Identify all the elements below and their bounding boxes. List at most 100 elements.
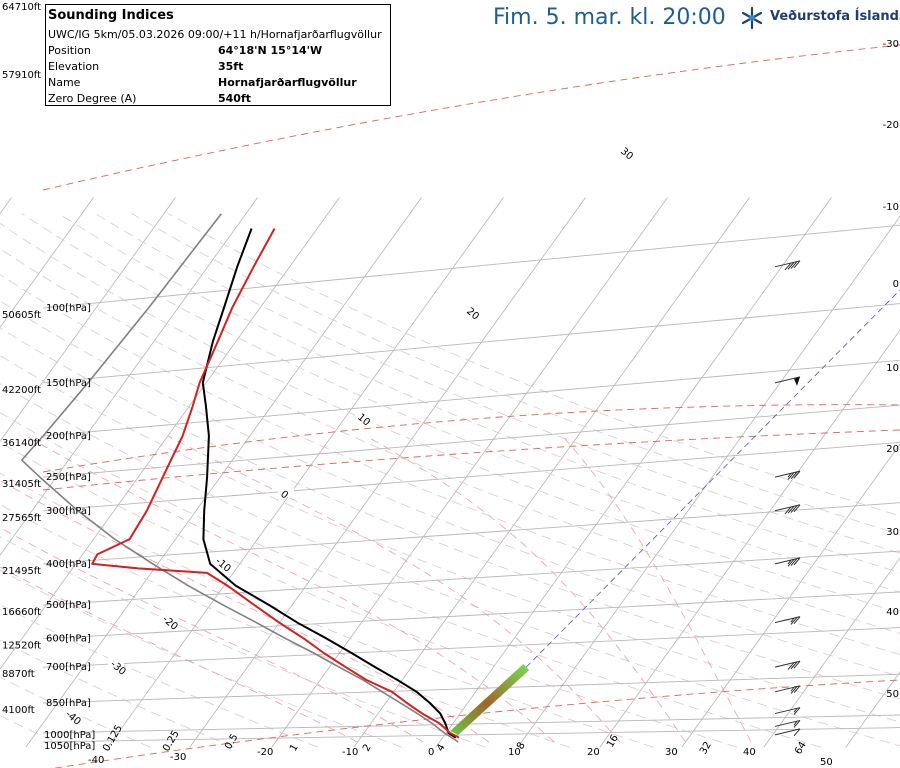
altitude-tick-label: 4100ft	[2, 705, 35, 716]
height-curve-line	[42, 404, 900, 473]
isotherm-line	[681, 443, 900, 748]
dry-adiabat-line	[0, 248, 900, 634]
grid-layer	[0, 44, 900, 768]
pressure-tick-label: 400[hPa]	[46, 559, 91, 570]
dry-adiabat-line	[21, 213, 900, 593]
wind-barb	[774, 728, 801, 737]
isotherm-line	[0, 197, 340, 670]
isotherm-tick-label: 0	[428, 747, 434, 758]
right-tick-label: 50	[886, 689, 899, 700]
right-tick-label: 0	[893, 279, 899, 290]
dry-adiabat-line	[0, 327, 900, 700]
page-title: Fim. 5. mar. kl. 20:00	[493, 5, 726, 30]
mixing-ratio-label: 1	[288, 742, 301, 753]
info-label: Position	[48, 44, 91, 57]
isotherm-tick-label: -40	[88, 755, 104, 766]
isobar-line	[42, 441, 900, 512]
dry-adiabat-line	[95, 213, 900, 554]
isotherm-line	[189, 197, 586, 748]
isotherm-tick-label: 50	[820, 757, 833, 768]
pressure-tick-label: 300[hPa]	[46, 506, 91, 517]
height-curve-line	[53, 679, 900, 768]
wind-barb	[774, 707, 801, 715]
info-row-elevation: Elevation 35ft	[48, 60, 388, 74]
info-label: Name	[48, 76, 81, 89]
dry-adiabat-line	[0, 536, 486, 748]
altitude-tick-label: 50605ft	[2, 310, 41, 321]
dry-adiabat-line	[0, 300, 900, 677]
info-label: Zero Degree (A)	[48, 92, 137, 105]
dry-adiabat-line	[0, 223, 900, 614]
wind-barb	[774, 719, 801, 728]
isotherm-tick-label: 30	[665, 747, 678, 758]
temperature-line	[91, 228, 460, 739]
right-tick-label: 30	[886, 527, 899, 538]
wind-barb	[774, 685, 801, 694]
info-value: 35ft	[218, 60, 244, 73]
dry-adiabat-line	[0, 569, 402, 748]
right-tick-label: 20	[886, 444, 899, 455]
sounding-info-box: Sounding Indices UWC/IG 5km/05.03.2026 0…	[45, 4, 391, 106]
dry-adiabat-line	[0, 639, 235, 748]
altitude-tick-label: 21495ft	[2, 566, 41, 577]
isotherm-line	[599, 329, 900, 748]
isobar-line	[42, 303, 900, 384]
info-row-name: Name Hornafjarðarflugvöllur	[48, 76, 388, 90]
isobar-line	[42, 627, 900, 668]
wind-barb	[774, 260, 801, 271]
isotherm-tick-label: -30	[170, 752, 186, 763]
dry-adiabat-line	[58, 213, 900, 574]
isotherm-line	[107, 197, 504, 748]
altitude-tick-label: 42200ft	[2, 385, 41, 396]
adiabat-label-bg	[63, 706, 79, 717]
altitude-tick-label: 31405ft	[2, 479, 41, 490]
info-value: 540ft	[218, 92, 252, 105]
dry-adiabat-line	[0, 604, 319, 748]
pressure-tick-label: 850[hPa]	[46, 698, 91, 709]
altitude-tick-label: 64710ft	[2, 2, 41, 13]
mixing-ratio-label: 2	[361, 742, 374, 753]
isotherm-tick-label: 20	[587, 747, 600, 758]
adiabat-label-bg	[464, 303, 480, 314]
altitude-tick-label: 16660ft	[2, 607, 41, 618]
adiabat-label-bg	[278, 486, 294, 497]
adiabat-label-bg	[160, 611, 176, 622]
isotherm-line	[435, 197, 832, 748]
altitude-tick-label: 27565ft	[2, 513, 41, 524]
dry-adiabat-line	[168, 213, 900, 517]
moist-adiabat-line	[0, 480, 489, 743]
dry-adiabat-line	[0, 472, 654, 748]
pressure-tick-label: 100[hPa]	[46, 303, 91, 314]
isobar-line	[42, 673, 900, 704]
brand-name: Veðurstofa Íslands	[770, 9, 900, 24]
info-box-title: Sounding Indices	[48, 8, 174, 23]
isotherm-line	[0, 197, 176, 443]
height-curve-line	[42, 44, 900, 191]
wind-barb	[774, 470, 801, 480]
right-tick-label: 40	[886, 607, 899, 618]
pressure-tick-label: 1050[hPa]	[44, 741, 95, 752]
pressure-tick-label: 250[hPa]	[46, 472, 91, 483]
isobar-line	[42, 359, 900, 437]
altitude-tick-label: 12520ft	[2, 641, 41, 652]
wind-barb-layer	[774, 260, 801, 737]
dry-adiabat-line	[0, 383, 900, 747]
info-label: Elevation	[48, 60, 100, 73]
moist-adiabat-line	[562, 435, 752, 743]
wind-barb	[774, 557, 801, 567]
wind-barb	[774, 616, 801, 625]
isotherm-tick-label: -20	[257, 747, 273, 758]
right-tick-label: -30	[883, 39, 899, 50]
isotherm-tick-label: 10	[508, 747, 521, 758]
pressure-tick-label: 200[hPa]	[46, 431, 91, 442]
pressure-tick-label: 500[hPa]	[46, 600, 91, 611]
isotherm-line	[0, 197, 258, 556]
wind-barb	[774, 376, 801, 386]
height-curve-line	[42, 429, 900, 491]
info-value: Hornafjarðarflugvöllur	[218, 76, 357, 89]
mixing-ratio-label: 8	[515, 740, 528, 751]
wind-barb	[774, 660, 801, 670]
right-tick-label: -10	[883, 202, 899, 213]
